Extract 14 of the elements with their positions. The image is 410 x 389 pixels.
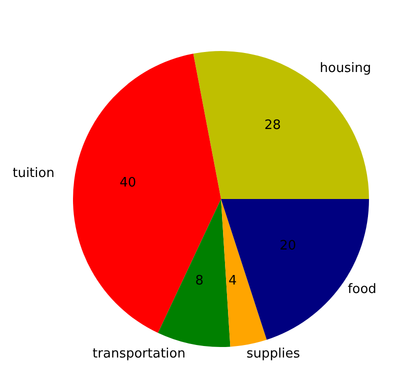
slice-label: housing [320,61,372,76]
data-label: 8 [195,274,204,289]
slice-label: food [348,282,376,298]
data-label: 4 [228,274,237,289]
pie-slice [193,51,369,199]
data-label: 28 [264,118,281,134]
slice-label: tuition [12,166,54,182]
pie-slice [73,54,221,333]
pie-slice [158,199,230,347]
data-label: 20 [280,238,296,254]
data-label: 40 [120,175,136,190]
slice-label: transportation [92,346,186,362]
pie-slice [221,199,267,347]
slice-label: supplies [246,346,300,362]
